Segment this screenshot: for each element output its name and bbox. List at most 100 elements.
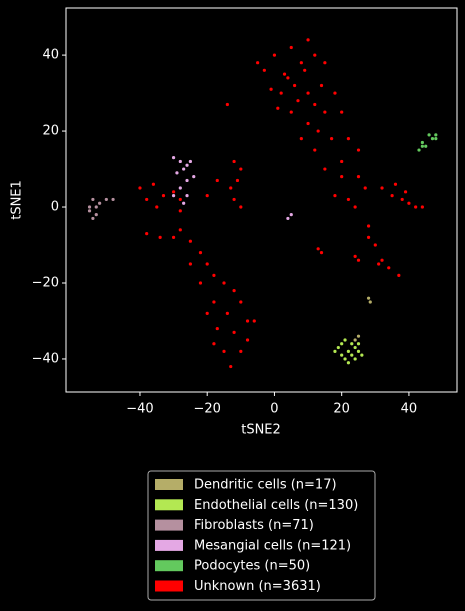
- point: [229, 186, 233, 190]
- point: [356, 342, 361, 346]
- point: [319, 83, 324, 88]
- point: [323, 110, 327, 114]
- point: [400, 197, 404, 202]
- point: [343, 338, 347, 342]
- point: [380, 258, 384, 262]
- point: [403, 190, 408, 194]
- point: [232, 288, 236, 293]
- point: [212, 273, 216, 277]
- point: [245, 319, 250, 323]
- point: [182, 167, 186, 171]
- point: [319, 251, 324, 255]
- point: [356, 258, 361, 262]
- point: [306, 121, 310, 126]
- point: [188, 159, 192, 164]
- point: [212, 300, 216, 304]
- point: [323, 167, 327, 171]
- point: [350, 353, 354, 357]
- point: [276, 106, 280, 110]
- point: [293, 83, 297, 88]
- point: [145, 232, 149, 236]
- point: [420, 140, 424, 145]
- point: [340, 353, 344, 357]
- legend-label: Podocytes (n=50): [194, 559, 310, 574]
- point: [289, 45, 293, 50]
- point: [225, 311, 229, 315]
- point: [420, 205, 424, 209]
- point: [239, 205, 243, 209]
- point: [323, 61, 327, 65]
- point: [434, 137, 438, 141]
- point: [138, 186, 142, 190]
- point: [286, 216, 290, 221]
- point: [94, 213, 98, 217]
- point: [111, 197, 115, 202]
- point: [175, 171, 179, 175]
- point: [336, 345, 340, 350]
- point: [171, 190, 176, 194]
- legend-label: Dendritic cells (n=17): [194, 478, 337, 493]
- point: [346, 349, 351, 353]
- point: [282, 72, 287, 76]
- x-axis-label: tSNE2: [241, 423, 281, 438]
- point: [188, 239, 192, 243]
- point: [289, 213, 293, 217]
- point: [366, 296, 371, 300]
- point: [239, 349, 243, 353]
- point: [313, 53, 317, 57]
- point: [256, 61, 260, 65]
- point: [313, 148, 317, 152]
- point: [215, 178, 219, 183]
- point: [397, 273, 401, 277]
- point: [151, 182, 156, 186]
- point: [366, 224, 371, 228]
- point: [360, 353, 364, 357]
- point: [87, 209, 92, 213]
- point: [340, 342, 344, 346]
- legend-swatch: [155, 499, 183, 511]
- point: [420, 144, 424, 148]
- y-tick-label: −40: [32, 351, 59, 366]
- point: [373, 243, 377, 247]
- legend-label: Endothelial cells (n=130): [194, 498, 358, 513]
- x-tick-label: 0: [270, 402, 278, 417]
- point: [98, 201, 102, 205]
- point: [350, 342, 354, 346]
- point: [215, 326, 219, 331]
- point: [198, 281, 203, 285]
- point: [222, 281, 226, 285]
- point: [178, 159, 182, 164]
- point: [333, 349, 337, 353]
- x-tick-label: 20: [333, 402, 350, 417]
- point: [185, 178, 189, 183]
- y-tick-label: 20: [42, 124, 59, 139]
- point: [205, 311, 209, 315]
- point: [235, 178, 240, 183]
- point: [340, 175, 344, 179]
- point: [252, 319, 256, 323]
- point: [363, 186, 367, 190]
- point: [434, 133, 438, 137]
- point: [356, 175, 361, 179]
- point: [286, 76, 290, 80]
- point: [299, 61, 303, 65]
- point: [272, 53, 277, 57]
- point: [94, 205, 98, 209]
- point: [182, 201, 186, 205]
- y-tick-label: 40: [42, 48, 59, 63]
- point: [296, 99, 300, 103]
- point: [239, 167, 243, 171]
- point: [225, 102, 229, 107]
- point: [185, 194, 189, 198]
- point: [414, 205, 418, 209]
- plot-frame: [65, 7, 458, 393]
- x-tick-label: 40: [401, 402, 418, 417]
- point: [346, 361, 351, 365]
- point: [340, 110, 344, 114]
- y-tick-label: 0: [51, 200, 59, 215]
- point: [239, 300, 243, 304]
- point: [366, 235, 371, 240]
- y-axis-label: tSNE1: [10, 180, 25, 220]
- point: [417, 148, 421, 152]
